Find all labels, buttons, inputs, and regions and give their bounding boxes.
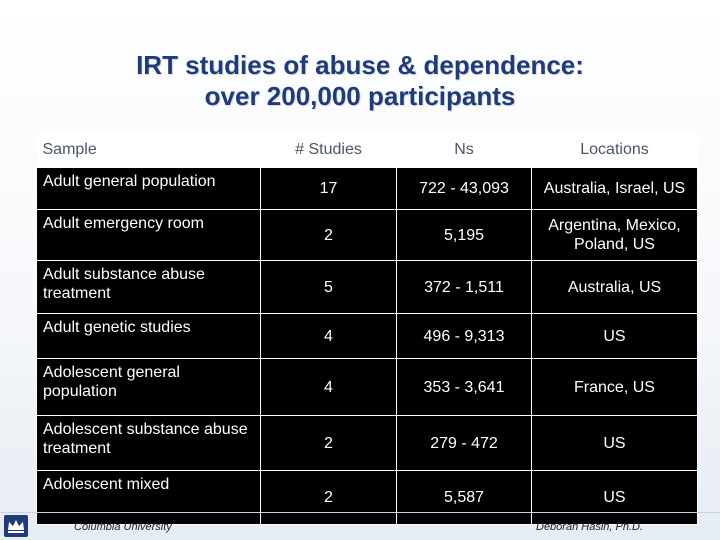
studies-table: Sample # Studies Ns Locations Adult gene… bbox=[36, 132, 698, 525]
cell-studies: 4 bbox=[260, 313, 397, 359]
cell-ns: 372 - 1,511 bbox=[396, 260, 532, 314]
header-sample: Sample bbox=[36, 132, 261, 168]
header-studies: # Studies bbox=[260, 132, 397, 168]
cell-locations: France, US bbox=[531, 358, 698, 416]
cell-ns: 353 - 3,641 bbox=[396, 358, 532, 416]
footer-divider bbox=[0, 512, 720, 513]
title-line-2: over 200,000 participants bbox=[204, 81, 516, 111]
cell-locations: US bbox=[531, 415, 698, 471]
cell-locations: Australia, Israel, US bbox=[531, 167, 698, 210]
title-line-1: IRT studies of abuse & dependence: bbox=[136, 50, 584, 80]
cell-locations: US bbox=[531, 470, 698, 525]
cell-studies: 5 bbox=[260, 260, 397, 314]
cell-ns: 279 - 472 bbox=[396, 415, 532, 471]
cell-locations: US bbox=[531, 313, 698, 359]
cell-studies: 2 bbox=[260, 209, 397, 261]
cell-ns: 496 - 9,313 bbox=[396, 313, 532, 359]
cell-sample: Adolescent substance abuse treatment bbox=[36, 415, 261, 471]
crown-icon bbox=[4, 515, 28, 537]
cell-sample: Adult genetic studies bbox=[36, 313, 261, 359]
cell-ns: 5,587 bbox=[396, 470, 532, 525]
cell-ns: 722 - 43,093 bbox=[396, 167, 532, 210]
table-row: Adolescent general population 4 353 - 3,… bbox=[36, 358, 698, 416]
table-header-row: Sample # Studies Ns Locations bbox=[36, 132, 698, 168]
slide-title: IRT studies of abuse & dependence: over … bbox=[0, 50, 720, 112]
cell-ns: 5,195 bbox=[396, 209, 532, 261]
cell-sample: Adult general population bbox=[36, 167, 261, 210]
table-row: Adult general population 17 722 - 43,093… bbox=[36, 167, 698, 210]
cell-locations: Australia, US bbox=[531, 260, 698, 314]
cell-studies: 2 bbox=[260, 415, 397, 471]
table-row: Adolescent mixed 2 5,587 US bbox=[36, 470, 698, 525]
footer-institution: Columbia University bbox=[74, 521, 172, 533]
table-row: Adolescent substance abuse treatment 2 2… bbox=[36, 415, 698, 471]
cell-sample: Adolescent general population bbox=[36, 358, 261, 416]
cell-sample: Adolescent mixed bbox=[36, 470, 261, 525]
cell-studies: 2 bbox=[260, 470, 397, 525]
header-ns: Ns bbox=[396, 132, 532, 168]
table-row: Adult substance abuse treatment 5 372 - … bbox=[36, 260, 698, 314]
cell-sample: Adult substance abuse treatment bbox=[36, 260, 261, 314]
table-row: Adult emergency room 2 5,195 Argentina, … bbox=[36, 209, 698, 261]
footer-author: Deborah Hasin, Ph.D. bbox=[536, 521, 643, 533]
cell-sample: Adult emergency room bbox=[36, 209, 261, 261]
cell-studies: 4 bbox=[260, 358, 397, 416]
header-locations: Locations bbox=[531, 132, 698, 168]
cell-studies: 17 bbox=[260, 167, 397, 210]
cell-locations: Argentina, Mexico, Poland, US bbox=[531, 209, 698, 261]
table-row: Adult genetic studies 4 496 - 9,313 US bbox=[36, 313, 698, 359]
